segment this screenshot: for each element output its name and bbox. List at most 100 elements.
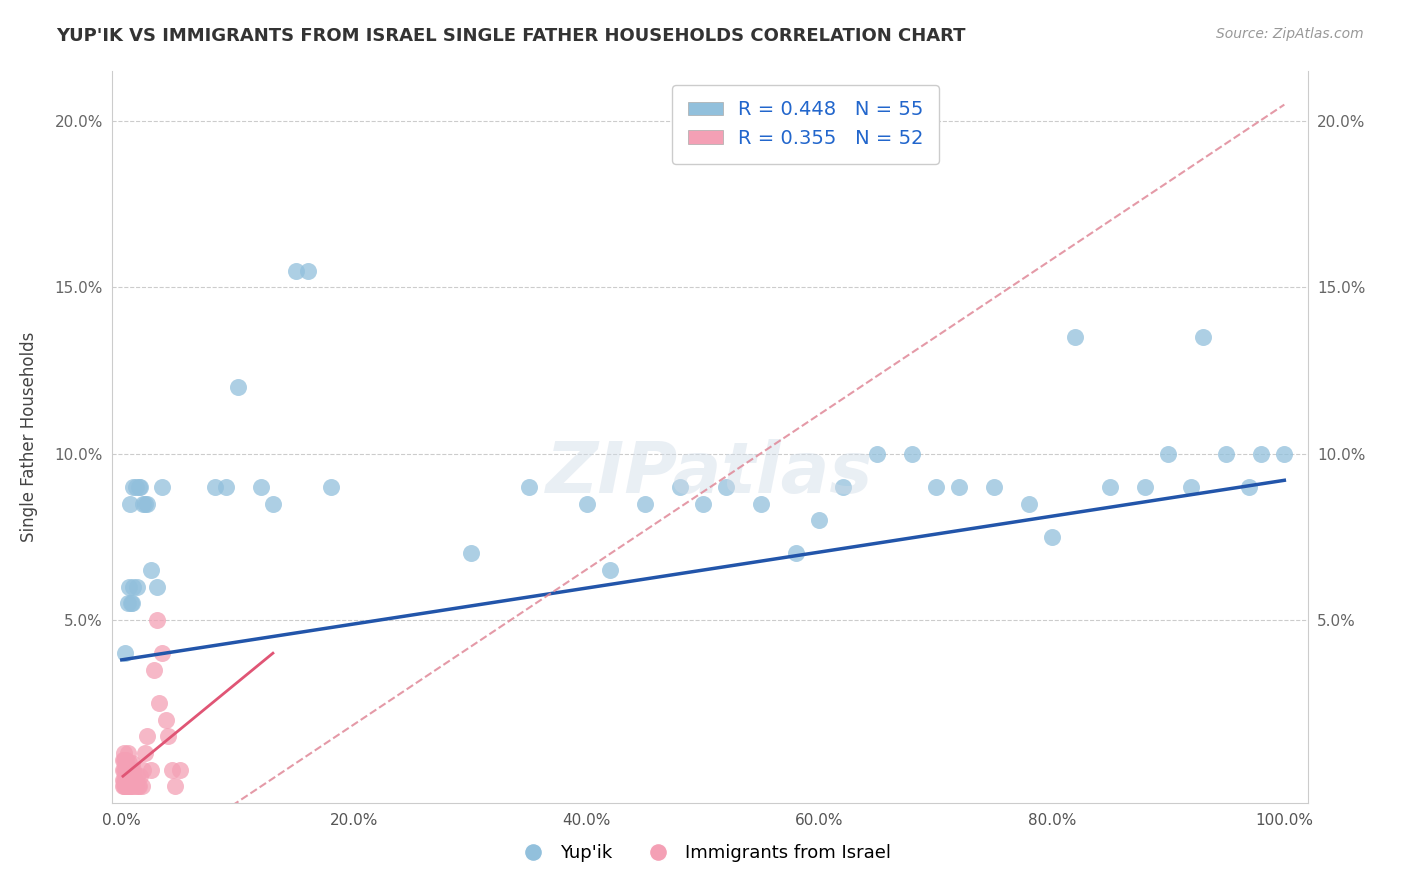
Legend: R = 0.448   N = 55, R = 0.355   N = 52: R = 0.448 N = 55, R = 0.355 N = 52 <box>672 85 939 163</box>
Point <box>118 763 141 777</box>
Point <box>118 779 141 793</box>
Point <box>1040 530 1063 544</box>
Legend: Yup'ik, Immigrants from Israel: Yup'ik, Immigrants from Israel <box>508 838 898 870</box>
Point <box>114 646 136 660</box>
Point <box>285 264 308 278</box>
Point <box>120 779 142 793</box>
Point <box>215 480 238 494</box>
Point <box>1239 480 1261 494</box>
Point <box>121 596 143 610</box>
Point <box>749 497 772 511</box>
Point <box>115 753 138 767</box>
Point <box>297 264 319 278</box>
Point <box>115 763 138 777</box>
Point <box>125 580 148 594</box>
Point <box>204 480 226 494</box>
Point <box>121 772 143 787</box>
Point <box>136 497 159 511</box>
Point <box>139 763 162 777</box>
Point <box>117 779 139 793</box>
Point <box>118 779 141 793</box>
Point <box>169 763 191 777</box>
Point <box>122 763 145 777</box>
Point <box>157 729 180 743</box>
Point <box>134 497 156 511</box>
Point <box>128 779 150 793</box>
Point <box>634 497 657 511</box>
Point <box>117 772 139 787</box>
Point <box>136 729 159 743</box>
Point <box>808 513 831 527</box>
Point <box>1180 480 1202 494</box>
Point <box>517 480 540 494</box>
Point <box>319 480 342 494</box>
Point <box>785 546 807 560</box>
Point <box>111 779 134 793</box>
Point <box>129 480 152 494</box>
Point <box>114 772 136 787</box>
Point <box>155 713 177 727</box>
Point <box>112 746 135 760</box>
Point <box>145 613 167 627</box>
Point <box>1272 447 1295 461</box>
Point <box>117 596 139 610</box>
Point <box>1018 497 1040 511</box>
Point <box>121 756 143 770</box>
Point <box>692 497 714 511</box>
Point <box>901 447 924 461</box>
Point <box>118 756 141 770</box>
Point <box>115 772 138 787</box>
Point <box>1192 330 1215 344</box>
Point <box>152 480 174 494</box>
Point <box>152 646 174 660</box>
Point <box>575 497 598 511</box>
Point <box>117 763 139 777</box>
Point <box>124 772 146 787</box>
Point <box>114 779 136 793</box>
Point <box>112 753 135 767</box>
Point <box>924 480 946 494</box>
Point <box>122 779 145 793</box>
Point <box>1098 480 1121 494</box>
Point <box>127 779 149 793</box>
Point <box>599 563 621 577</box>
Point <box>120 763 142 777</box>
Point <box>131 497 153 511</box>
Point <box>669 480 692 494</box>
Point <box>125 480 148 494</box>
Point <box>983 480 1005 494</box>
Point <box>226 380 249 394</box>
Point <box>262 497 284 511</box>
Point <box>129 769 152 783</box>
Point <box>1250 447 1272 461</box>
Point <box>120 596 142 610</box>
Point <box>143 663 166 677</box>
Point <box>115 779 138 793</box>
Point <box>1215 447 1237 461</box>
Point <box>111 772 134 787</box>
Point <box>118 497 141 511</box>
Point <box>134 746 156 760</box>
Point <box>250 480 273 494</box>
Point <box>148 696 170 710</box>
Point <box>111 753 134 767</box>
Point <box>948 480 970 494</box>
Text: Source: ZipAtlas.com: Source: ZipAtlas.com <box>1216 27 1364 41</box>
Point <box>125 779 148 793</box>
Point <box>160 763 183 777</box>
Point <box>114 763 136 777</box>
Point <box>114 753 136 767</box>
Point <box>112 763 135 777</box>
Point <box>112 779 135 793</box>
Point <box>122 480 145 494</box>
Point <box>716 480 738 494</box>
Point <box>145 580 167 594</box>
Point <box>1064 330 1087 344</box>
Point <box>128 480 150 494</box>
Point <box>131 779 153 793</box>
Point <box>165 779 187 793</box>
Point <box>112 772 135 787</box>
Text: ZIPatlas: ZIPatlas <box>547 439 873 508</box>
Point <box>831 480 853 494</box>
Point <box>460 546 482 560</box>
